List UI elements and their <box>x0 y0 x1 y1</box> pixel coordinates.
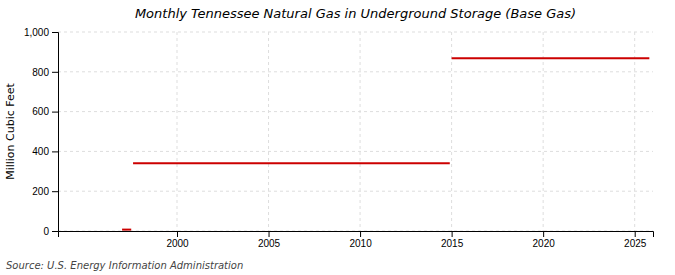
grid-line <box>268 32 269 231</box>
tick-mark <box>543 231 544 237</box>
tick: 200 <box>32 186 58 197</box>
tick-label: 2020 <box>533 238 556 249</box>
tick-label: 0 <box>43 226 49 237</box>
tick-label: 1,000 <box>24 27 49 38</box>
tick: 2010 <box>349 231 372 249</box>
tick-mark <box>52 72 58 73</box>
tick-mark <box>177 231 178 237</box>
tick-label: 400 <box>32 146 49 157</box>
grid-line <box>58 111 653 112</box>
tick: 2025 <box>624 231 647 249</box>
tick: 1,000 <box>24 27 58 38</box>
grid-line <box>177 32 178 231</box>
grid-line <box>634 32 635 231</box>
tick-mark <box>52 32 58 33</box>
tick: 0 <box>43 226 58 237</box>
tick: 600 <box>32 106 58 117</box>
lines <box>122 58 649 229</box>
chart: 2000 2005 2010 2015 2020 2025 0 200 400 600 800 1,0… <box>0 0 675 275</box>
y-axis-title: Million Cubic Feet <box>4 82 17 179</box>
tick-label: 200 <box>32 186 49 197</box>
grid-line <box>58 151 653 152</box>
tick-mark <box>635 231 636 237</box>
line <box>122 229 131 231</box>
tick-mark <box>52 191 58 192</box>
grid <box>58 32 653 231</box>
y-axis: 0 200 400 600 800 1,000 <box>24 27 59 237</box>
grid-line <box>360 32 361 231</box>
tick-mark <box>269 231 270 237</box>
tick-label: 2025 <box>624 238 647 249</box>
grid-line <box>451 32 452 231</box>
line <box>133 162 450 164</box>
tick-mark <box>360 231 361 237</box>
tick: 400 <box>32 146 58 157</box>
axis-line <box>52 33 59 232</box>
tick-label: 2000 <box>166 238 189 249</box>
annotation: Source: U.S. Energy Information Administ… <box>6 260 243 271</box>
grid-line <box>58 32 653 33</box>
tick: 800 <box>32 67 58 78</box>
tick-label: 2010 <box>349 238 372 249</box>
tick: 2020 <box>533 231 556 249</box>
tick-mark <box>52 151 58 152</box>
tick: 2015 <box>441 231 464 249</box>
x-axis: 2000 2005 2010 2015 2020 2025 <box>59 231 654 249</box>
tick-label: 2015 <box>441 238 464 249</box>
tick: 2000 <box>166 231 189 249</box>
grid-line <box>58 71 653 72</box>
tick-label: 2005 <box>258 238 281 249</box>
grid-line <box>58 191 653 192</box>
tick-label: 800 <box>32 67 49 78</box>
title: Monthly Tennessee Natural Gas in Undergr… <box>135 6 576 21</box>
line <box>452 57 650 59</box>
tick-mark <box>52 112 58 113</box>
axis-line <box>59 232 654 238</box>
grid-line <box>543 32 544 231</box>
tick-label: 600 <box>32 106 49 117</box>
tick-mark <box>452 231 453 237</box>
tick: 2005 <box>258 231 281 249</box>
tick-mark <box>52 231 58 232</box>
plot-area: 2000 2005 2010 2015 2020 2025 0 200 400 600 800 1,0… <box>24 27 654 249</box>
